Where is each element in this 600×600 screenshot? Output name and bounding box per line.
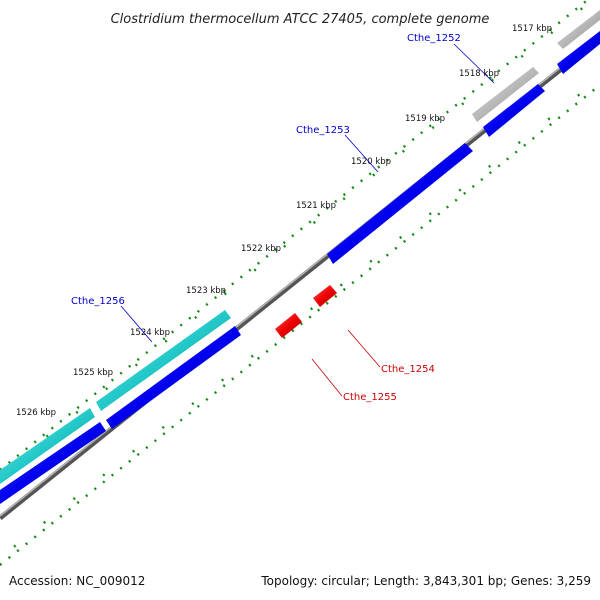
gene-label-leaders <box>120 43 495 397</box>
gene-label-cthe-1252[interactable]: Cthe_1252 <box>407 33 461 44</box>
tick-label-1522: 1522 kbp <box>241 244 281 254</box>
tick-label-1526: 1526 kbp <box>16 408 56 418</box>
tick-label-1517: 1517 kbp <box>512 24 552 34</box>
gene-label-cthe-1255[interactable]: Cthe_1255 <box>343 392 397 403</box>
tick-label-1521: 1521 kbp <box>296 201 336 211</box>
cds-cthe-1253 <box>327 143 473 264</box>
cds-cthe-1255 <box>275 313 302 338</box>
tick-label-1520: 1520 kbp <box>351 157 391 167</box>
scale-ticks: 1517 kbp 1518 kbp 1519 kbp 1520 kbp 1521… <box>16 24 552 418</box>
map-title: Clostridium thermocellum ATCC 27405, com… <box>111 12 490 27</box>
gene-label-cthe-1254[interactable]: Cthe_1254 <box>381 364 435 375</box>
tick-label-1518: 1518 kbp <box>459 69 499 79</box>
cds-cthe-1252-part <box>557 31 600 74</box>
outer-dotted-track <box>0 0 595 476</box>
gene-label-cthe-1256[interactable]: Cthe_1256 <box>71 296 125 307</box>
tick-label-1525: 1525 kbp <box>73 368 113 378</box>
forward-cds-track <box>0 31 600 504</box>
cds-cthe-1252 <box>483 84 545 137</box>
feature-cyan-long <box>96 310 231 411</box>
feature-grey-top <box>557 10 600 49</box>
accession-text: Accession: NC_009012 <box>9 574 145 588</box>
gene-label-cthe-1253[interactable]: Cthe_1253 <box>296 125 350 136</box>
cds-cthe-1256 <box>106 326 241 429</box>
feature-track <box>0 10 600 484</box>
reverse-cds-track <box>275 285 337 338</box>
genome-summary-text: Topology: circular; Length: 3,843,301 bp… <box>260 574 591 588</box>
feature-grey-mid <box>472 67 539 122</box>
cds-left <box>0 422 106 504</box>
tick-label-1523: 1523 kbp <box>186 286 226 296</box>
feature-cyan-left <box>0 408 95 484</box>
tick-label-1524: 1524 kbp <box>130 328 170 338</box>
cds-cthe-1254 <box>313 285 337 307</box>
tick-label-1519: 1519 kbp <box>405 114 445 124</box>
